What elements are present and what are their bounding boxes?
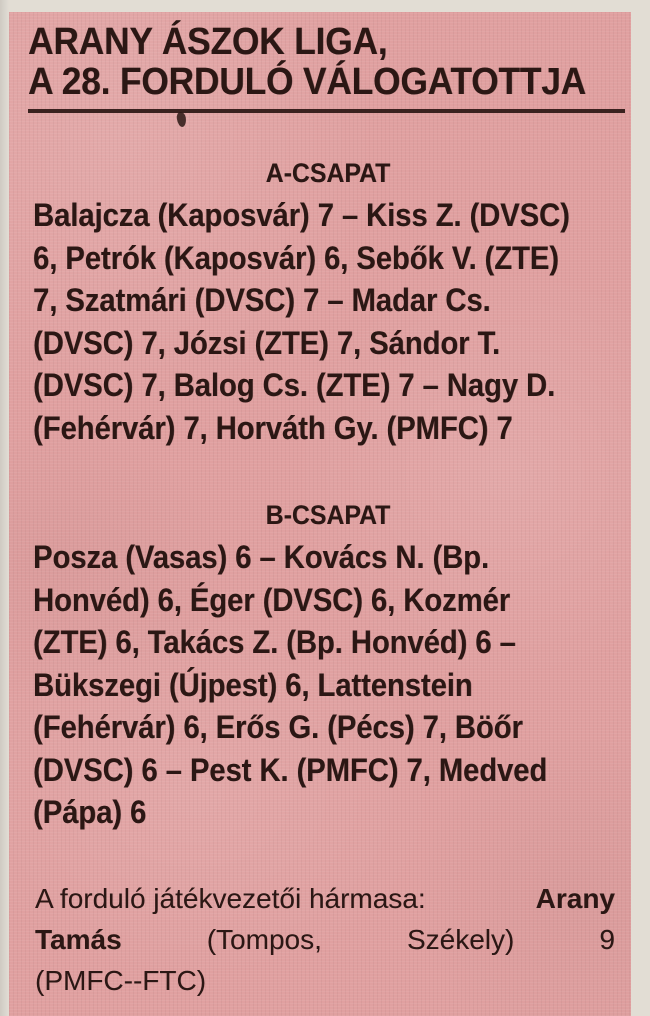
headline-line-1: ARANY ÁSZOK LIGA, [28,21,388,63]
team-a-heading: A-CSAPAT [265,158,391,188]
referee-note: A forduló játékvezetői hármasa: Arany Ta… [35,878,615,1001]
roster-line: (ZTE) 6, Takács Z. (Bp. Honvéd) 6 – [33,624,516,660]
referee-assistant-2: Székely) [406,924,515,955]
roster-line: (Pápa) 6 [33,794,147,830]
referee-line-2: Tamás (Tompos, Székely) 9 [35,919,615,960]
roster-line: 7, Szatmári (DVSC) 7 – Madar Cs. [33,282,491,318]
roster-line: (Fehérvár) 6, Erős G. (Pécs) 7, Böőr [33,709,523,745]
roster-line: Posza (Vasas) 6 – Kovács N. (Bp. [33,539,489,575]
roster-line: (DVSC) 7, Józsi (ZTE) 7, Sándor T. [33,324,501,361]
referee-rating: 9 [599,924,615,955]
roster-line: Honvéd) 6, Éger (DVSC) 6, Kozmér [33,581,511,618]
team-a-roster: Balajcza (Kaposvár) 7 – Kiss Z. (DVSC) 6… [33,194,631,449]
roster-line: (Fehérvár) 7, Horváth Gy. (PMFC) 7 [33,409,513,446]
ink-blot-artifact [176,111,187,128]
team-b-heading: B-CSAPAT [265,500,391,530]
referee-line-1: A forduló játékvezetői hármasa: Arany [35,878,615,919]
article-panel: ARANY ÁSZOK LIGA, A 28. FORDULÓ VÁLOGATO… [9,12,631,1016]
team-b-roster: Posza (Vasas) 6 – Kovács N. (Bp. Honvéd)… [33,536,631,834]
page-title: ARANY ÁSZOK LIGA, A 28. FORDULÓ VÁLOGATO… [28,22,628,102]
roster-line: 6, Petrók (Kaposvár) 6, Sebők V. (ZTE) [33,239,559,276]
referee-note-label: A forduló játékvezetői hármasa: [35,883,426,914]
referee-name-part-1: Arany [535,883,615,914]
referee-line-3: (PMFC--FTC) [35,965,207,996]
roster-line: Balajcza (Kaposvár) 7 – Kiss Z. (DVSC) [33,197,570,233]
headline-line-2: A 28. FORDULÓ VÁLOGATOTTJA [28,61,587,103]
roster-line: Bükszegi (Újpest) 6, Lattenstein [33,666,473,703]
referee-assistant-1: (Tompos, [206,924,322,955]
roster-line: (DVSC) 6 – Pest K. (PMFC) 7, Medved [33,751,548,788]
roster-line: (DVSC) 7, Balog Cs. (ZTE) 7 – Nagy D. [33,367,556,403]
referee-name-part-2: Tamás [35,924,122,955]
headline-underline [28,109,625,113]
